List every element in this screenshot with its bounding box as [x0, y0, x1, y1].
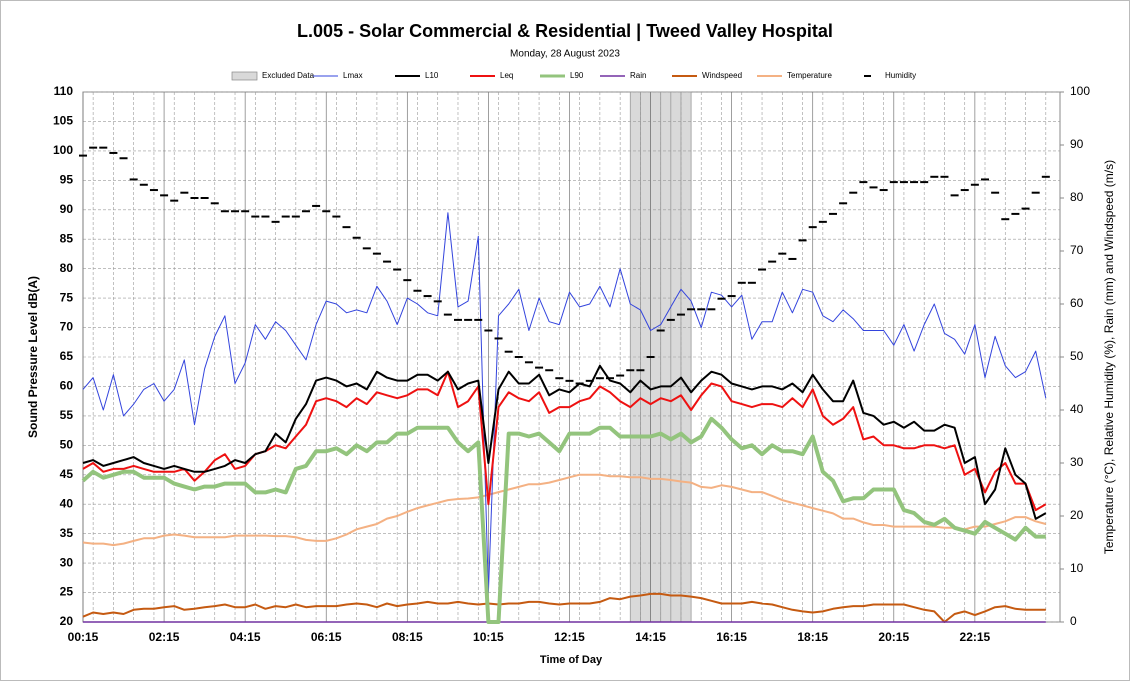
y2-tick-label: 100 — [1070, 84, 1090, 98]
series-line — [82, 212, 1047, 594]
y2-tick-label: 30 — [1070, 455, 1084, 469]
y-tick-label: 25 — [60, 585, 74, 599]
y-tick-label: 55 — [60, 408, 74, 422]
x-tick-label: 10:15 — [473, 630, 504, 644]
legend-swatch — [231, 71, 258, 81]
y2-tick-label: 70 — [1070, 243, 1084, 257]
series-line — [82, 364, 1047, 520]
y2-tick-label: 60 — [1070, 296, 1084, 310]
legend-label: Leq — [500, 71, 513, 80]
x-tick-label: 06:15 — [311, 630, 342, 644]
legend-label: Excluded Data — [262, 71, 315, 80]
x-tick-label: 00:15 — [68, 630, 99, 644]
y-tick-label: 35 — [60, 526, 74, 540]
series-line — [82, 370, 1047, 512]
x-tick-label: 20:15 — [878, 630, 909, 644]
legend-label: L10 — [425, 71, 439, 80]
series-line — [82, 473, 1047, 547]
x-tick-label: 12:15 — [554, 630, 585, 644]
y-tick-label: 105 — [53, 114, 73, 128]
y-tick-label: 110 — [54, 84, 74, 98]
y-tick-label: 40 — [60, 496, 74, 510]
y2-tick-label: 90 — [1070, 137, 1084, 151]
legend-label: Humidity — [885, 71, 916, 80]
y2-axis-title: Temperature (°C), Relative Humidity (%),… — [1102, 160, 1116, 554]
y-tick-label: 60 — [60, 379, 74, 393]
x-tick-label: 18:15 — [797, 630, 828, 644]
y-tick-label: 45 — [60, 467, 74, 481]
y2-tick-label: 0 — [1070, 614, 1077, 628]
y2-tick-label: 50 — [1070, 349, 1084, 363]
legend-label: Temperature — [787, 71, 832, 80]
y-tick-label: 30 — [60, 555, 74, 569]
y2-tick-label: 40 — [1070, 402, 1084, 416]
x-tick-label: 08:15 — [392, 630, 423, 644]
y-tick-label: 85 — [60, 231, 74, 245]
y-tick-label: 100 — [53, 143, 73, 157]
y-tick-label: 80 — [60, 261, 74, 275]
y-tick-label: 20 — [60, 614, 74, 628]
x-tick-label: 14:15 — [635, 630, 666, 644]
y-axis-title: Sound Pressure Level dB(A) — [26, 276, 40, 438]
chart-title: L.005 - Solar Commercial & Residential |… — [297, 21, 833, 41]
y-tick-label: 70 — [60, 320, 74, 334]
legend-label: L90 — [570, 71, 584, 80]
series-line — [81, 416, 1046, 624]
y-tick-label: 75 — [60, 290, 74, 304]
legend-label: Windspeed — [702, 71, 742, 80]
x-tick-label: 16:15 — [716, 630, 747, 644]
y2-tick-label: 80 — [1070, 190, 1084, 204]
x-axis-title: Time of Day — [540, 654, 603, 666]
y2-tick-label: 10 — [1070, 561, 1084, 575]
x-tick-label: 22:15 — [960, 630, 991, 644]
y-tick-label: 90 — [60, 202, 74, 216]
y-tick-label: 50 — [60, 438, 74, 452]
x-tick-label: 02:15 — [149, 630, 180, 644]
y-tick-label: 65 — [60, 349, 74, 363]
legend-label: Rain — [630, 71, 646, 80]
chart-subtitle: Monday, 28 August 2023 — [510, 49, 620, 60]
y-tick-label: 95 — [60, 173, 74, 187]
legend-label: Lmax — [343, 71, 363, 80]
series-line — [82, 592, 1046, 623]
y2-tick-label: 20 — [1070, 508, 1084, 522]
x-tick-label: 04:15 — [230, 630, 261, 644]
plot-layer — [82, 91, 1060, 623]
